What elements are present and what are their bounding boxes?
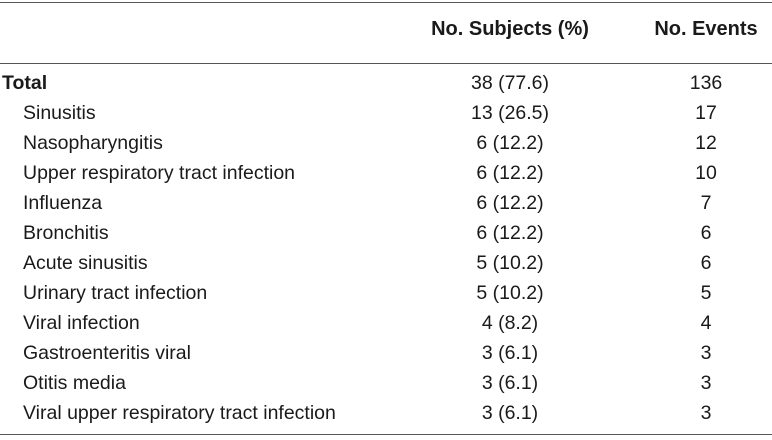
table-row: Acute sinusitis 5 (10.2) 6 [0,248,772,278]
table-header-rule [0,63,772,64]
table-header-row: No. Subjects (%) No. Events [0,0,772,63]
row-subjects: 6 (12.2) [476,222,544,244]
row-subjects: 3 (6.1) [481,372,539,394]
row-events: 3 [700,402,712,424]
row-subjects: 3 (6.1) [481,402,539,424]
row-label: Viral upper respiratory tract infection [23,402,336,424]
row-subjects: 38 (77.6) [470,72,550,94]
row-subjects: 6 (12.2) [476,162,544,184]
row-subjects: 4 (8.2) [481,312,539,334]
row-subjects: 6 (12.2) [476,132,544,154]
row-label: Viral infection [23,312,140,334]
table-body: Total 38 (77.6) 136 Sinusitis 13 (26.5) … [0,68,772,428]
row-events: 136 [689,72,723,94]
row-subjects: 5 (10.2) [476,282,544,304]
header-events: No. Events [654,18,758,40]
table-row-total: Total 38 (77.6) 136 [0,68,772,98]
table-row: Sinusitis 13 (26.5) 17 [0,98,772,128]
row-events: 6 [700,222,712,244]
row-label: Influenza [23,192,103,214]
row-label: Gastroenteritis viral [23,342,191,364]
table-row: Otitis media 3 (6.1) 3 [0,368,772,398]
table-bottom-rule [0,434,772,435]
row-label: Total [2,72,48,94]
row-subjects: 5 (10.2) [476,252,544,274]
row-label: Urinary tract infection [23,282,208,304]
row-label: Bronchitis [23,222,109,244]
table-row: Viral infection 4 (8.2) 4 [0,308,772,338]
row-label: Nasopharyngitis [23,132,163,154]
row-label: Acute sinusitis [23,252,148,274]
row-events: 12 [695,132,717,154]
table-row: Influenza 6 (12.2) 7 [0,188,772,218]
row-subjects: 13 (26.5) [470,102,550,124]
row-subjects: 6 (12.2) [476,192,544,214]
row-events: 4 [700,312,712,334]
row-events: 3 [700,342,712,364]
table-row: Gastroenteritis viral 3 (6.1) 3 [0,338,772,368]
row-subjects: 3 (6.1) [481,342,539,364]
row-label: Otitis media [23,372,126,394]
table-row: Nasopharyngitis 6 (12.2) 12 [0,128,772,158]
table-row: Upper respiratory tract infection 6 (12.… [0,158,772,188]
table-row: Viral upper respiratory tract infection … [0,398,772,428]
table-row: Urinary tract infection 5 (10.2) 5 [0,278,772,308]
row-label: Sinusitis [23,102,96,124]
row-label: Upper respiratory tract infection [23,162,296,184]
row-events: 5 [700,282,712,304]
table-top-rule [0,2,772,3]
row-events: 7 [700,192,712,214]
row-events: 6 [700,252,712,274]
header-subjects: No. Subjects (%) [431,18,589,40]
row-events: 3 [700,372,712,394]
row-events: 10 [695,162,717,184]
table-row: Bronchitis 6 (12.2) 6 [0,218,772,248]
row-events: 17 [695,102,717,124]
